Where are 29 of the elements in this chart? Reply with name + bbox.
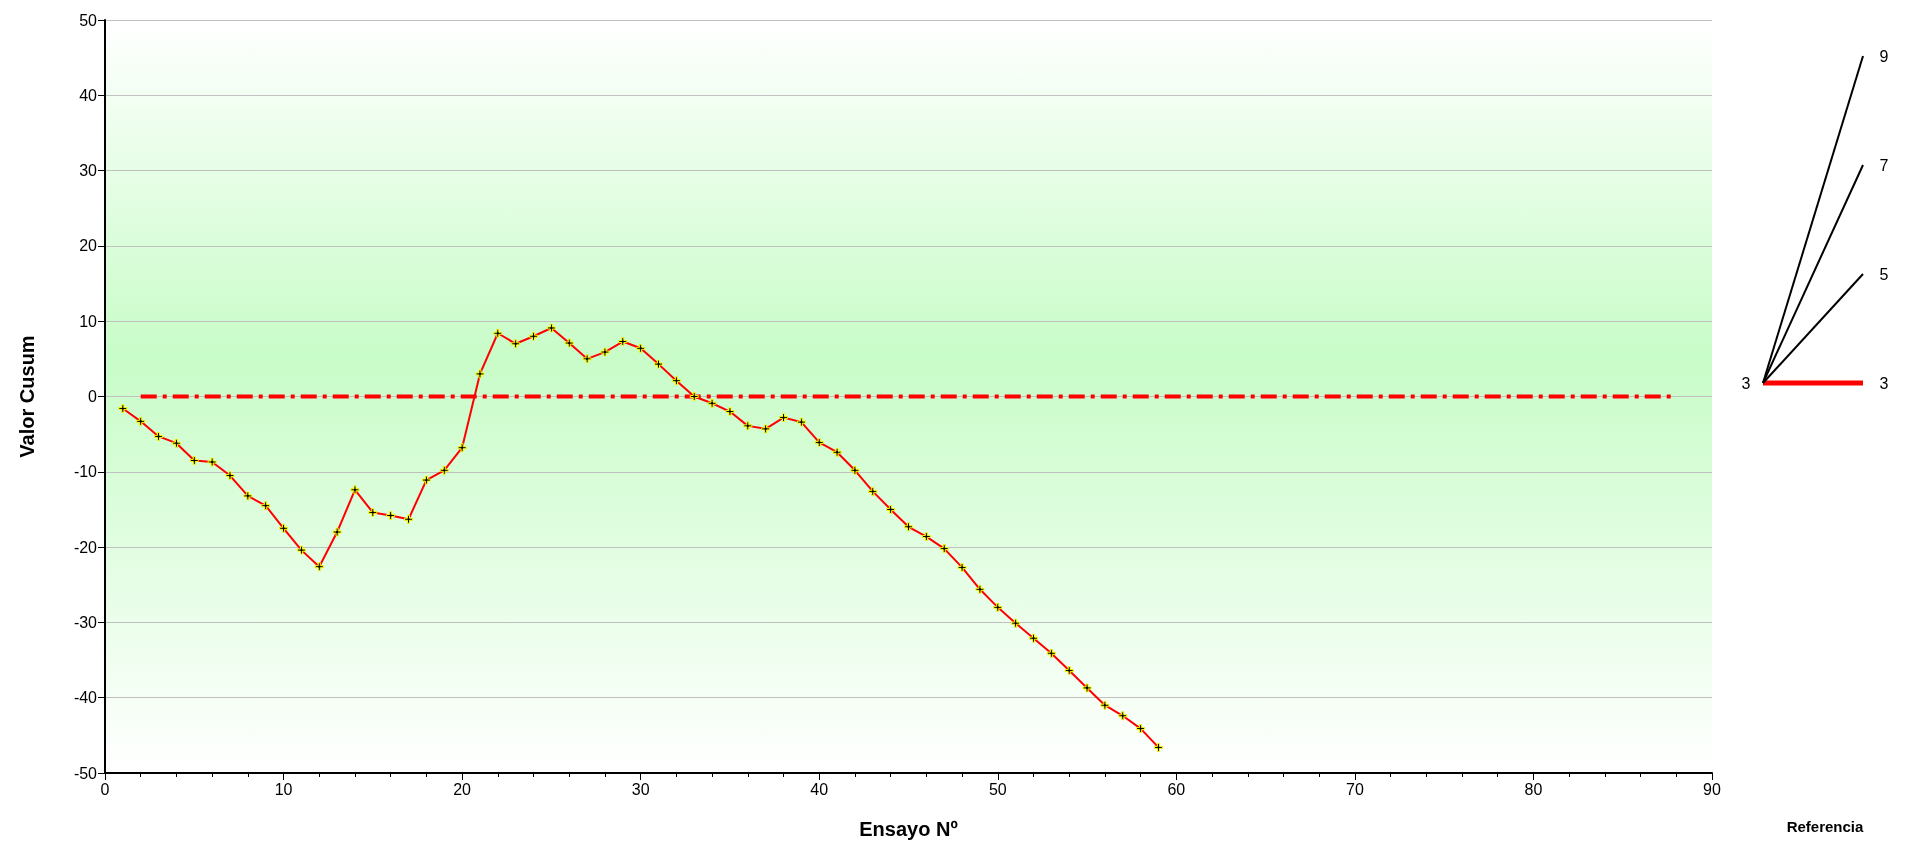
x-tick-label: 50 xyxy=(988,780,1007,798)
y-tick-label: 10 xyxy=(79,312,98,330)
x-tick-label: 80 xyxy=(1524,780,1543,798)
y-tick-label: 30 xyxy=(79,162,98,180)
y-tick-label: -20 xyxy=(73,538,98,556)
y-tick-label: 40 xyxy=(79,86,98,104)
text: 3 xyxy=(1879,374,1889,392)
text: 5 xyxy=(1879,265,1889,283)
text: 7 xyxy=(1879,156,1889,174)
y-tick-label: -40 xyxy=(73,689,98,707)
y-tick-label: 20 xyxy=(79,237,98,255)
x-tick-label: 90 xyxy=(1703,780,1721,798)
y-tick-label: 0 xyxy=(88,388,98,405)
x-axis-title: Ensayo Nº xyxy=(859,818,958,840)
y-axis-title: Valor Cusum xyxy=(16,335,38,458)
y-tick-label: -10 xyxy=(73,463,98,481)
x-tick-label: 20 xyxy=(453,780,472,798)
x-tick-label: 30 xyxy=(631,780,650,798)
x-tick-label: 40 xyxy=(810,780,829,798)
y-tick-label: -50 xyxy=(73,764,98,782)
x-tick-label: 60 xyxy=(1167,780,1186,798)
text: Referencia xyxy=(1786,817,1864,835)
x-tick-label: 70 xyxy=(1345,780,1364,798)
text: 9 xyxy=(1879,47,1889,65)
x-tick-label: 10 xyxy=(274,780,293,798)
y-tick-label: 50 xyxy=(79,11,98,29)
text: 3 xyxy=(1741,374,1751,392)
y-tick-label: -30 xyxy=(73,613,98,631)
x-tick-label: 0 xyxy=(100,780,110,798)
